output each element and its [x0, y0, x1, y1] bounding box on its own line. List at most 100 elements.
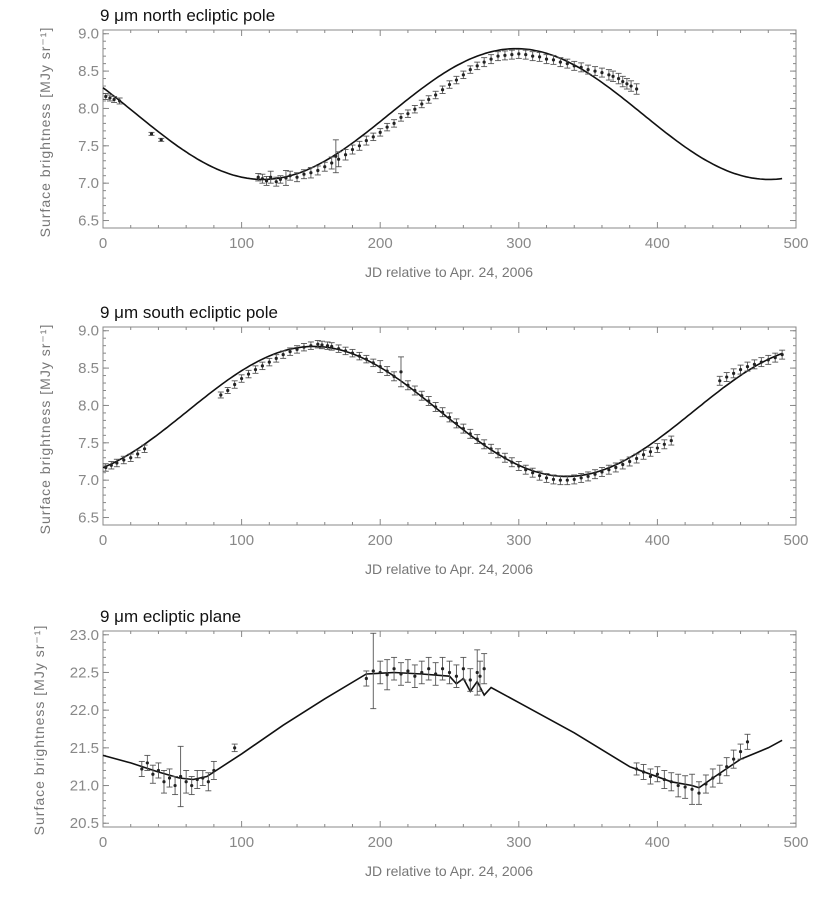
x-tick-label: 100	[229, 532, 254, 549]
data-marker	[732, 757, 736, 761]
data-marker	[413, 674, 417, 678]
data-marker	[278, 177, 283, 182]
data-point	[148, 131, 155, 136]
data-point	[102, 93, 109, 100]
data-point	[432, 402, 439, 412]
data-marker	[434, 672, 438, 676]
data-point	[349, 348, 356, 358]
data-marker	[118, 99, 122, 103]
data-point	[474, 434, 481, 445]
data-marker	[184, 780, 188, 784]
data-marker	[316, 168, 320, 173]
data-point	[647, 446, 654, 457]
data-marker	[115, 461, 119, 465]
data-marker	[655, 446, 660, 450]
data-marker	[256, 175, 260, 179]
data-marker	[711, 776, 715, 780]
data-point	[737, 364, 744, 375]
data-point	[453, 418, 460, 429]
data-marker	[260, 364, 264, 368]
data-point	[501, 50, 508, 61]
data-point	[460, 70, 467, 80]
data-point	[287, 170, 294, 181]
data-marker	[269, 175, 273, 179]
data-marker	[641, 453, 646, 457]
data-point	[623, 78, 630, 90]
data-marker	[104, 465, 108, 470]
y-axis-label: Surface brightness [MJy sr⁻¹]	[37, 27, 53, 238]
data-point	[682, 775, 689, 799]
data-point	[633, 83, 640, 95]
data-marker	[503, 53, 507, 58]
data-marker	[745, 740, 750, 744]
y-tick-label: 8.5	[78, 63, 99, 80]
data-point	[134, 449, 141, 459]
data-marker	[600, 470, 604, 474]
data-point	[598, 67, 605, 78]
panel-ecliptic-plane: 9 μm ecliptic plane JD relative to Apr. …	[31, 607, 809, 879]
data-marker	[517, 464, 521, 468]
data-marker	[267, 360, 271, 364]
data-marker	[482, 667, 486, 671]
data-point	[446, 80, 453, 89]
data-point	[294, 172, 301, 183]
data-point	[307, 167, 314, 179]
data-marker	[503, 456, 507, 460]
data-marker	[364, 676, 368, 681]
data-point	[730, 749, 737, 769]
data-point	[363, 135, 370, 146]
data-point	[166, 768, 173, 788]
data-marker	[621, 462, 625, 467]
x-tick-label: 400	[645, 532, 670, 549]
data-point	[259, 173, 266, 184]
data-marker	[544, 476, 549, 480]
data-marker	[350, 147, 355, 152]
data-point	[508, 457, 515, 468]
data-marker	[378, 365, 382, 369]
data-marker	[648, 774, 653, 779]
data-point	[723, 372, 730, 382]
data-point	[391, 371, 398, 382]
data-marker	[364, 138, 368, 143]
data-point	[273, 176, 280, 187]
y-tick-label: 7.5	[78, 138, 99, 155]
data-point	[633, 453, 640, 464]
data-marker	[482, 442, 486, 446]
data-point	[474, 649, 481, 696]
data-point	[640, 449, 647, 460]
model-curve	[102, 47, 783, 181]
data-marker	[309, 171, 313, 175]
data-point	[467, 65, 474, 74]
data-marker	[565, 62, 569, 66]
y-tick-label: 21.5	[70, 740, 99, 757]
data-marker	[537, 55, 542, 59]
data-point	[772, 352, 779, 363]
data-marker	[738, 367, 743, 372]
data-marker	[212, 768, 216, 773]
data-marker	[558, 60, 562, 64]
data-point	[522, 464, 529, 475]
plot-frame	[102, 326, 797, 526]
data-point	[280, 350, 287, 359]
data-point	[300, 169, 307, 180]
data-marker	[330, 344, 334, 349]
data-point	[273, 354, 280, 363]
data-point	[144, 754, 151, 771]
data-marker	[579, 65, 583, 69]
data-marker	[371, 361, 375, 365]
data-point	[446, 412, 453, 423]
data-point	[370, 632, 377, 710]
data-marker	[475, 670, 479, 675]
data-marker	[621, 79, 625, 84]
data-point	[557, 475, 564, 486]
panel-title: 9 μm ecliptic plane	[100, 607, 241, 626]
data-marker	[628, 459, 632, 464]
data-point	[321, 161, 328, 172]
data-point	[377, 128, 384, 137]
data-point	[610, 70, 617, 83]
data-point	[342, 149, 349, 161]
data-marker	[489, 57, 493, 61]
data-point	[628, 80, 635, 92]
data-marker	[385, 369, 389, 373]
plot-area: 0 100 200 300 400 500 6.5 7.0 7.5 8.0 8.5 9.0	[78, 323, 808, 549]
